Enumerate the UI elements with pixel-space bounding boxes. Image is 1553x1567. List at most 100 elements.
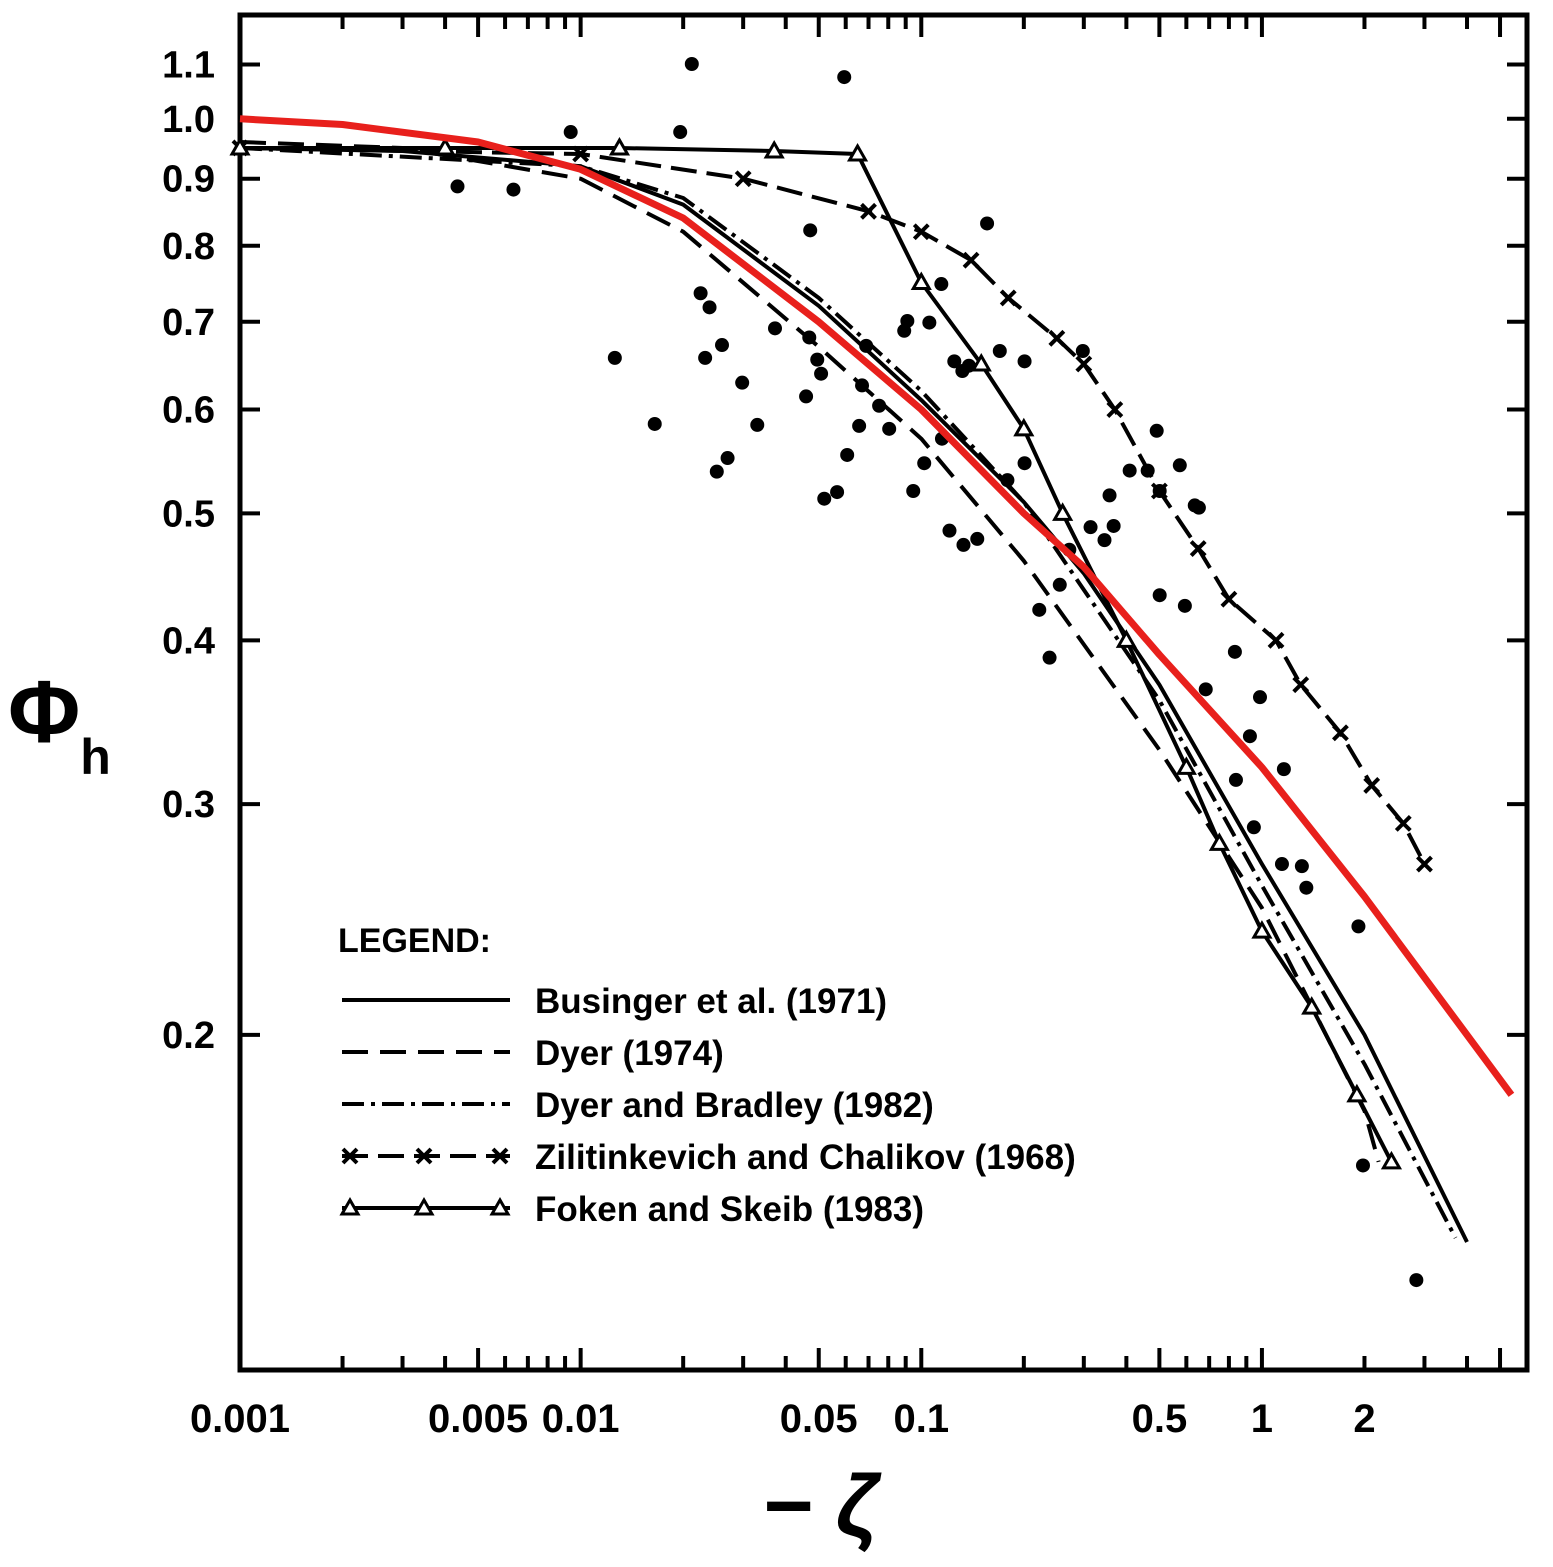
scatter-point — [1106, 518, 1121, 533]
y-axis-label: Φh — [8, 662, 111, 785]
scatter-point — [1149, 423, 1164, 438]
scatter-point — [735, 375, 750, 390]
series-line — [239, 115, 1515, 1097]
scatter-point — [684, 57, 699, 72]
x-marker — [1292, 676, 1310, 694]
scatter-point — [803, 223, 818, 238]
x-marker — [860, 202, 877, 220]
scatter-point — [934, 277, 949, 292]
scatter-point — [897, 323, 912, 338]
triangle-marker — [608, 136, 631, 156]
x-marker — [1106, 401, 1124, 418]
scatter-point — [956, 537, 971, 552]
scatter-point — [1198, 682, 1213, 697]
scatter-point — [1052, 577, 1067, 592]
legend-label: Foken and Skeib (1983) — [535, 1190, 924, 1229]
legend-label: Dyer (1974) — [535, 1034, 724, 1073]
triangle-marker — [413, 1196, 435, 1216]
legend-label: Dyer and Bradley (1982) — [535, 1086, 934, 1125]
plot-frame — [237, 12, 1530, 1373]
scatter-point — [450, 179, 465, 194]
scatter-point — [1017, 456, 1032, 471]
scatter-point — [852, 418, 867, 433]
triangle-marker — [763, 139, 785, 159]
scatter-point — [1152, 588, 1167, 603]
x-marker — [1267, 631, 1285, 649]
scatter-point — [872, 398, 887, 413]
scatter-point — [1102, 488, 1117, 503]
legend-title: LEGEND: — [338, 922, 491, 960]
x-marker — [491, 1147, 509, 1165]
scatter-point — [1042, 650, 1057, 665]
scatter-points — [450, 57, 1424, 1288]
scatter-point — [1191, 500, 1206, 515]
triangle-marker — [1052, 502, 1074, 521]
series-lines — [229, 115, 1515, 1243]
x-tick-label: 0.01 — [542, 1397, 620, 1441]
scatter-point — [1409, 1273, 1424, 1288]
series-2 — [239, 146, 1458, 1239]
scatter-point — [837, 70, 852, 85]
series-1 — [239, 140, 1381, 1163]
series-line — [239, 146, 1427, 865]
x-tick-label: 0.001 — [190, 1397, 290, 1441]
scatter-point — [506, 182, 521, 197]
scatter-point — [1177, 598, 1192, 613]
x-tick-label: 0.05 — [780, 1397, 858, 1441]
scatter-point — [942, 523, 957, 538]
x-tick-label: 1 — [1251, 1397, 1273, 1441]
triangle-marker — [229, 136, 251, 156]
x-tick-label: 2 — [1353, 1397, 1375, 1441]
scatter-point — [720, 451, 735, 466]
triangle-marker — [970, 352, 992, 372]
x-marker — [1220, 590, 1238, 608]
scatter-point — [840, 447, 855, 462]
triangle-marker — [434, 136, 456, 156]
scatter-point — [750, 417, 765, 432]
scatter-point — [698, 350, 713, 365]
legend-entry: Dyer and Bradley (1982) — [342, 1086, 934, 1125]
triangle-marker — [1301, 996, 1323, 1015]
scatter-point — [1246, 820, 1261, 835]
scatter-point — [810, 352, 825, 367]
scatter-point — [917, 456, 932, 471]
y-tick-labels: 0.2 0.3 0.4 0.5 0.6 0.7 0.8 0.9 1.0 1.1 — [162, 45, 215, 1057]
scatter-point — [1228, 772, 1243, 787]
scatter-point — [647, 416, 662, 431]
legend-entry: Foken and Skeib (1983) — [339, 1190, 924, 1229]
series-line — [239, 146, 1469, 1243]
series-line — [239, 140, 1381, 1163]
scatter-point — [607, 350, 622, 365]
triangle-marker — [489, 1196, 511, 1216]
scatter-point — [882, 421, 897, 436]
scatter-point — [1274, 857, 1289, 872]
series-line — [239, 146, 1458, 1239]
scatter-point — [1351, 919, 1366, 934]
x-marker — [1048, 329, 1066, 347]
triangle-marker — [1208, 832, 1230, 851]
x-marker — [734, 170, 752, 188]
scatter-point — [814, 366, 829, 381]
scatter-point — [702, 300, 717, 315]
scatter-point — [1083, 520, 1098, 535]
y-tick-label: 0.8 — [162, 226, 215, 268]
x-marker — [1189, 540, 1207, 557]
y-tick-label: 1.0 — [162, 99, 215, 141]
triangle-marker — [1346, 1083, 1368, 1103]
scatter-point — [1294, 859, 1309, 874]
scatter-point — [709, 464, 724, 479]
triangle-marker — [910, 271, 932, 291]
series-0 — [239, 146, 1469, 1243]
scatter-point — [830, 485, 845, 500]
scatter-point — [906, 483, 921, 498]
scatter-point — [715, 338, 730, 353]
y-tick-label: 0.9 — [162, 159, 215, 201]
scatter-point — [817, 491, 832, 506]
series-5 — [239, 115, 1515, 1097]
x-marker — [1150, 482, 1168, 500]
y-axis-label-sub: h — [80, 729, 111, 785]
scatter-point — [799, 389, 814, 404]
x-marker — [999, 289, 1017, 307]
series-line — [240, 146, 1394, 1163]
